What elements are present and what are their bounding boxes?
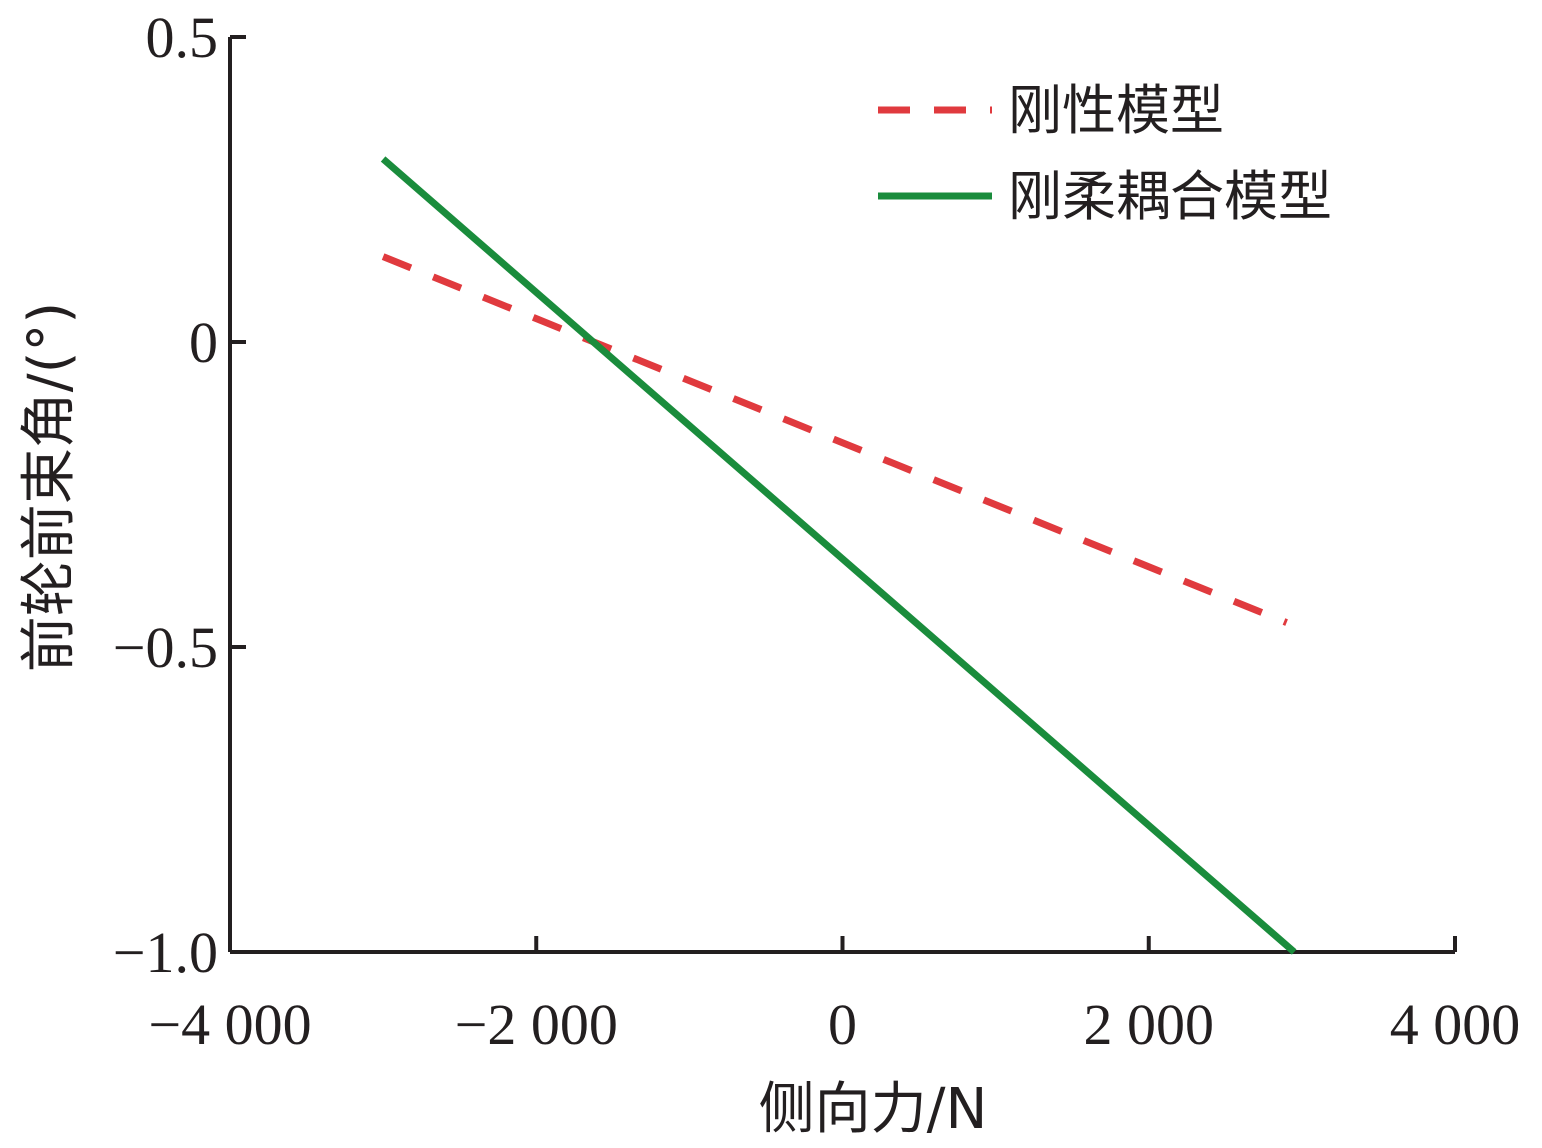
legend-label: 刚柔耦合模型 [1008, 165, 1332, 228]
y-tick-label: 0 [189, 310, 218, 375]
axes: 0.5 0 −0.5 −1.0 −4 000 −2 000 0 2 000 4 000 [113, 5, 1520, 1057]
y-axis-title: 前轮前束角/(°) [17, 302, 82, 673]
x-tick-label: 2 000 [1084, 992, 1215, 1057]
series-line-rigid [381, 253, 1288, 626]
x-tick-label: −2 000 [455, 992, 618, 1057]
y-tick-label: 0.5 [146, 5, 219, 70]
x-tick-label: 0 [828, 992, 857, 1057]
legend-label: 刚性模型 [1008, 79, 1224, 142]
y-tick-label: −1.0 [113, 920, 218, 985]
x-tick-label: 4 000 [1390, 992, 1521, 1057]
y-tick-label: −0.5 [113, 615, 218, 680]
x-tick-label: −4 000 [148, 992, 311, 1057]
series-layer [380, 156, 1297, 955]
x-axis-title: 侧向力/N [759, 1077, 988, 1142]
series-line-rigid-flexible [380, 156, 1297, 955]
